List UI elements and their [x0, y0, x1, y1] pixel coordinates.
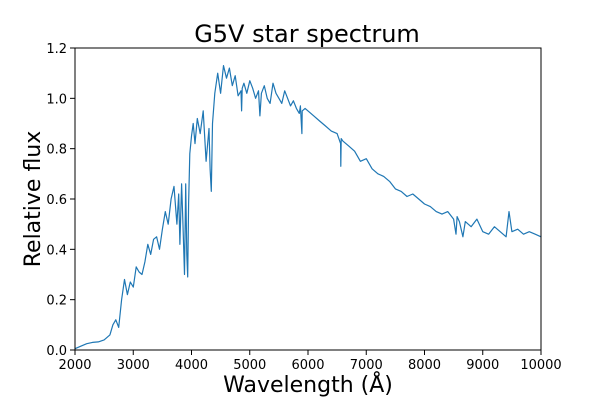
x-tick-label: 2000 — [58, 358, 91, 373]
axes-frame — [74, 47, 542, 351]
y-axis-ticks: 0.0 0.2 0.4 0.6 0.8 1.0 1.2 — [46, 42, 75, 359]
y-tick-label: 0.6 — [46, 193, 67, 208]
y-axis-label: Relative flux — [21, 131, 46, 268]
y-tick-label: 0.8 — [46, 143, 67, 158]
x-tick-label: 6000 — [291, 358, 324, 373]
y-tick-label: 0.4 — [46, 243, 67, 258]
x-tick-label: 9000 — [466, 358, 499, 373]
plot-area — [74, 47, 542, 351]
y-tick-label: 0.0 — [46, 344, 67, 359]
chart-title: G5V star spectrum — [194, 20, 420, 48]
y-tick-label: 0.2 — [46, 294, 67, 309]
x-tick-label: 7000 — [350, 358, 383, 373]
spectrum-line — [74, 65, 542, 350]
x-tick-label: 10000 — [520, 358, 561, 373]
x-tick-label: 8000 — [408, 358, 441, 373]
x-tick-label: 5000 — [233, 358, 266, 373]
x-axis-ticks: 2000 3000 4000 5000 6000 7000 8000 9000 10000 — [58, 350, 562, 373]
x-tick-label: 3000 — [117, 358, 150, 373]
x-tick-label: 4000 — [175, 358, 208, 373]
y-tick-label: 1.0 — [46, 92, 67, 107]
x-axis-label: Wavelength (Å) — [223, 371, 393, 398]
y-tick-label: 1.2 — [46, 42, 67, 57]
